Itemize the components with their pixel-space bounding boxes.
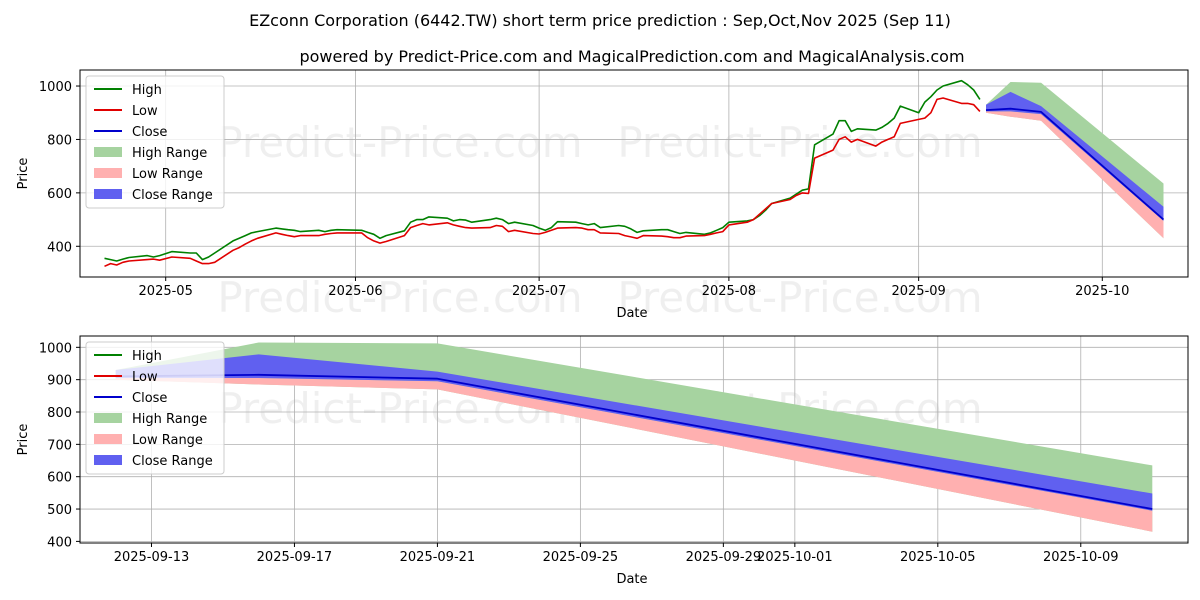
close-range-band — [986, 91, 1164, 221]
x-axis-label: Date — [616, 306, 647, 321]
y-tick-label: 400 — [47, 240, 72, 255]
x-tick-label: 2025-10-05 — [900, 550, 976, 565]
y-tick-label: 1000 — [39, 80, 72, 95]
chart-subtitle: powered by Predict-Price.com and Magical… — [299, 47, 964, 66]
x-axis-label: Date — [616, 572, 647, 587]
legend-swatch — [94, 413, 122, 423]
y-tick-label: 800 — [47, 406, 72, 421]
y-axis-label: Price — [16, 158, 31, 190]
legend: High Low Close High Range Low Range Close Ran… — [85, 75, 225, 209]
legend-label: Close Range — [132, 454, 213, 469]
x-tick-label: 2025-09-13 — [114, 550, 190, 565]
plot-area: Predict-Price.com Predict-Price.com — [80, 70, 1188, 277]
legend-label: High Range — [132, 146, 207, 161]
y-tick-label: 400 — [47, 535, 72, 550]
legend-label: Close — [132, 125, 167, 140]
x-tick-label: 2025-05 — [139, 284, 193, 299]
y-tick-label: 700 — [47, 438, 72, 453]
x-tick-label: 2025-07 — [512, 284, 566, 299]
legend-swatch — [94, 147, 122, 157]
legend-swatch — [94, 455, 122, 465]
low-line — [104, 97, 981, 268]
y-tick-label: 600 — [47, 471, 72, 486]
x-tick-label: 2025-09-21 — [400, 550, 476, 565]
legend-label: High Range — [132, 412, 207, 427]
x-tick-label: 2025-09-29 — [686, 550, 762, 565]
y-tick-label: 500 — [47, 503, 72, 518]
legend-swatch — [94, 434, 122, 444]
y-tick-label: 900 — [47, 374, 72, 389]
watermark: Predict-Price.com — [617, 118, 982, 167]
axes-frame — [79, 69, 1189, 278]
legend-label: Low — [132, 370, 158, 385]
y-tick-label: 800 — [47, 133, 72, 148]
close-line — [985, 107, 1165, 221]
legend: High Low Close High Range Low Range Close Ran… — [85, 341, 225, 475]
high-line — [104, 79, 981, 262]
legend-label: Close Range — [132, 188, 213, 203]
legend-label: Low — [132, 104, 158, 119]
x-tick-label: 2025-10-09 — [1043, 550, 1119, 565]
x-tick-label: 2025-08 — [702, 284, 756, 299]
x-tick-label: 2025-10 — [1075, 284, 1129, 299]
legend-label: High — [132, 83, 162, 98]
legend-label: High — [132, 349, 162, 364]
x-tick-label: 2025-09-25 — [543, 550, 619, 565]
axes-frame — [79, 335, 1189, 544]
x-tick-label: 2025-09 — [891, 284, 945, 299]
x-tick-label: 2025-06 — [328, 284, 382, 299]
legend-label: Low Range — [132, 167, 203, 182]
y-tick-label: 1000 — [39, 341, 72, 356]
watermark: Predict-Price.com — [217, 273, 582, 322]
chart-title: EZconn Corporation (6442.TW) short term … — [249, 11, 951, 30]
y-axis-label: Price — [16, 424, 31, 456]
x-tick-label: 2025-10-01 — [757, 550, 833, 565]
legend-label: Low Range — [132, 433, 203, 448]
top-price-panel: Predict-Price.com Predict-Price.comPredic… — [16, 69, 1189, 322]
legend-swatch — [94, 168, 122, 178]
watermark: Predict-Price.com — [217, 118, 582, 167]
watermark: Predict-Price.com — [617, 273, 982, 322]
y-tick-label: 600 — [47, 187, 72, 202]
x-tick-label: 2025-09-17 — [257, 550, 333, 565]
legend-label: Close — [132, 391, 167, 406]
legend-swatch — [94, 189, 122, 199]
